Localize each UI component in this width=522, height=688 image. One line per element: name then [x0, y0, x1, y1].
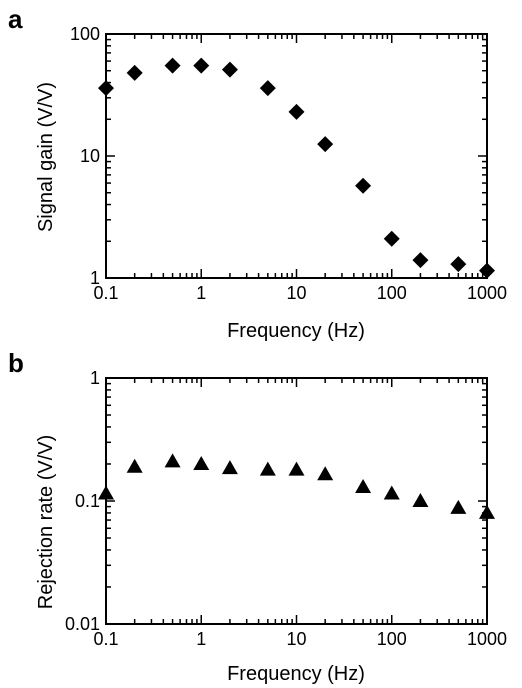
- panel-b-y-tick-label: 0.1: [75, 491, 100, 511]
- panel-b-data-point: [126, 458, 143, 473]
- panel-a-x-tick-label: 10: [286, 283, 306, 303]
- panel-b-data-point: [193, 455, 210, 470]
- panel-b-markers: [98, 453, 495, 519]
- panel-a-x-tick-label: 1: [196, 283, 206, 303]
- panel-a-data-point: [259, 80, 276, 97]
- panel-a: a Signal gain (V/V) Frequency (Hz) 0.1 1 1…: [8, 4, 507, 342]
- panel-a-markers: [98, 57, 495, 279]
- panel-a-x-tick-label: 0.1: [93, 283, 118, 303]
- panel-a-x-tick-label: 100: [377, 283, 407, 303]
- panel-a-data-point: [355, 177, 372, 194]
- panel-a-x-tick-label: 1000: [467, 283, 507, 303]
- panel-a-y-tick-label: 10: [80, 146, 100, 166]
- panel-b: b Rejection rate (V/V) Frequency (Hz) 0.…: [8, 348, 507, 685]
- panel-b-x-tick-label: 1000: [467, 629, 507, 649]
- panel-b-data-point: [317, 466, 334, 481]
- panel-b-data-point: [383, 485, 400, 500]
- panel-b-data-point: [221, 460, 238, 475]
- panel-b-data-point: [259, 461, 276, 476]
- panel-a-data-point: [383, 230, 400, 247]
- panel-b-data-point: [355, 478, 372, 493]
- panel-a-ticks: [105, 34, 487, 279]
- panel-b-y-axis-title: Rejection rate (V/V): [35, 435, 57, 610]
- panel-a-data-point: [193, 57, 210, 74]
- panel-b-x-tick-label: 0.1: [93, 629, 118, 649]
- panel-a-y-axis-title: Signal gain (V/V): [35, 82, 57, 232]
- panel-b-data-point: [288, 461, 305, 476]
- panel-b-x-tick-label: 100: [377, 629, 407, 649]
- panel-b-data-point: [412, 493, 429, 507]
- panel-a-data-point: [288, 103, 305, 120]
- panel-b-y-tick-label: 0.01: [65, 614, 100, 634]
- panel-b-data-point: [164, 453, 181, 468]
- panel-b-y-tick-label: 1: [90, 368, 100, 388]
- panel-a-data-point: [317, 136, 334, 153]
- panel-a-data-point: [221, 61, 238, 78]
- panel-a-plot-frame: [105, 33, 488, 279]
- panel-b-x-axis-title: Frequency (Hz): [227, 663, 365, 685]
- panel-b-letter: b: [8, 348, 24, 378]
- panel-a-y-tick-label: 1: [90, 268, 100, 288]
- panel-b-ticks: [105, 378, 487, 625]
- panel-a-data-point: [126, 64, 143, 81]
- panel-a-data-point: [450, 256, 467, 273]
- panel-b-x-tick-label: 10: [286, 629, 306, 649]
- panel-a-data-point: [164, 57, 181, 74]
- panel-a-y-tick-label: 100: [70, 24, 100, 44]
- panel-b-x-tick-label: 1: [196, 629, 206, 649]
- panel-a-x-axis-title: Frequency (Hz): [227, 320, 365, 342]
- panel-b-plot-frame: [105, 377, 488, 625]
- panel-a-letter: a: [8, 4, 23, 34]
- panel-b-data-point: [450, 499, 467, 514]
- panel-a-data-point: [412, 252, 429, 269]
